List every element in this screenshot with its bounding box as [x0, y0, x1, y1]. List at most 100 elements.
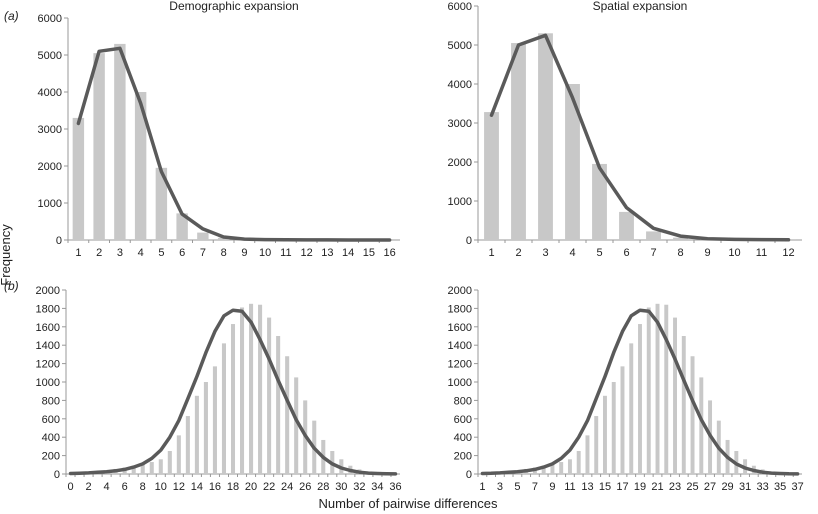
x-tick-label: 2	[515, 247, 521, 259]
x-tick-label: 26	[299, 481, 311, 493]
y-tick-label: 800	[454, 395, 472, 407]
bar	[690, 356, 695, 474]
y-tick-label: 3000	[38, 124, 62, 136]
x-tick-label: 5	[596, 247, 602, 259]
y-tick-label: 400	[42, 432, 60, 444]
x-tick-label: 16	[384, 247, 396, 259]
x-tick-label: 15	[363, 247, 375, 259]
bar	[197, 232, 209, 240]
bar	[194, 395, 199, 474]
x-tick-label: 3	[497, 481, 503, 493]
bar	[294, 377, 299, 474]
bar	[655, 303, 660, 474]
x-tick-label: 7	[200, 247, 206, 259]
x-tick-label: 8	[221, 247, 227, 259]
x-tick-label: 15	[599, 481, 611, 493]
x-tick-label: 34	[371, 481, 383, 493]
x-tick-label: 14	[342, 247, 354, 259]
y-tick-label: 2000	[448, 285, 472, 297]
x-tick-label: 29	[721, 481, 733, 493]
bar	[258, 304, 263, 474]
chart-panel-1: Demographic expansion 0 1000 2000 3000 4000 50…	[38, 0, 400, 259]
x-tick-label: 3	[117, 247, 123, 259]
x-tick-label: 13	[581, 481, 593, 493]
y-tick-label: 1400	[36, 340, 60, 352]
bar	[619, 211, 634, 240]
y-tick-label: 1800	[36, 303, 60, 315]
x-tick-label: 6	[623, 247, 629, 259]
bar	[629, 343, 634, 474]
x-tick-label: 18	[227, 481, 239, 493]
bar	[140, 463, 145, 474]
x-tick-label: 30	[335, 481, 347, 493]
panel-label-b: (b)	[4, 279, 19, 293]
bar	[249, 303, 254, 474]
x-tick-label: 12	[782, 247, 794, 259]
y-tick-label: 6000	[448, 1, 472, 13]
panel-label-a: (a)	[4, 9, 19, 23]
x-tick-label: 20	[245, 481, 257, 493]
bar	[664, 304, 669, 474]
bar	[594, 416, 599, 474]
y-axis-title: Frequency	[0, 224, 13, 286]
x-tick-label: 36	[389, 481, 401, 493]
y-tick-label: 400	[454, 432, 472, 444]
x-tick-label: 13	[321, 247, 333, 259]
bar	[221, 343, 227, 474]
bar	[638, 324, 642, 474]
bar	[149, 462, 154, 474]
y-tick-label: 1600	[36, 322, 60, 334]
bar	[114, 43, 126, 241]
y-tick-label: 800	[42, 395, 60, 407]
bar	[646, 231, 661, 240]
bar	[611, 382, 616, 474]
fit-line	[489, 33, 791, 242]
x-tick-label: 19	[634, 481, 646, 493]
y-tick-label: 6000	[38, 13, 62, 25]
x-tick-label: 2	[86, 481, 92, 493]
x-tick-label: 4	[569, 247, 575, 259]
y-tick-label: 600	[42, 414, 60, 426]
x-tick-label: 1	[75, 247, 81, 259]
y-tick-label: 5000	[448, 40, 472, 52]
y-tick-label: 4000	[38, 87, 62, 99]
x-tick-label: 35	[774, 481, 786, 493]
y-tick-label: 0	[54, 469, 60, 481]
x-tick-label: 31	[739, 481, 751, 493]
bar	[212, 366, 217, 474]
y-tick-label: 1000	[36, 377, 60, 389]
chart-title: Demographic expansion	[169, 0, 298, 13]
bar	[72, 117, 85, 240]
x-tick-label: 6	[122, 481, 128, 493]
bar	[230, 324, 236, 474]
y-tick-label: 1200	[36, 359, 60, 371]
x-tick-label: 10	[155, 481, 167, 493]
x-tick-label: 28	[317, 481, 329, 493]
bar	[646, 307, 651, 474]
bar	[603, 395, 607, 474]
x-tick-label: 33	[756, 481, 768, 493]
bar	[239, 307, 245, 474]
x-tick-label: 12	[173, 481, 185, 493]
x-tick-label: 37	[791, 481, 803, 493]
bar	[93, 53, 105, 241]
y-tick-label: 2000	[36, 285, 60, 297]
y-tick-label: 200	[454, 451, 472, 463]
bar	[131, 465, 136, 474]
bar	[285, 356, 290, 474]
chart-title: Spatial expansion	[593, 0, 688, 13]
x-tick-label: 16	[209, 481, 221, 493]
bar	[620, 366, 625, 474]
bar	[134, 92, 147, 240]
x-tick-label: 32	[353, 481, 365, 493]
x-tick-label: 17	[616, 481, 628, 493]
x-tick-label: 2	[96, 247, 102, 259]
bar	[565, 84, 580, 240]
bar	[203, 382, 208, 474]
bar	[541, 465, 546, 474]
y-tick-label: 3000	[448, 118, 472, 130]
chart-panel-2: Spatial expansion 0 1000 2000 3000 4000 5000 60…	[448, 0, 802, 259]
x-tick-label: 9	[704, 247, 710, 259]
x-tick-label: 10	[259, 247, 271, 259]
x-tick-label: 25	[686, 481, 698, 493]
